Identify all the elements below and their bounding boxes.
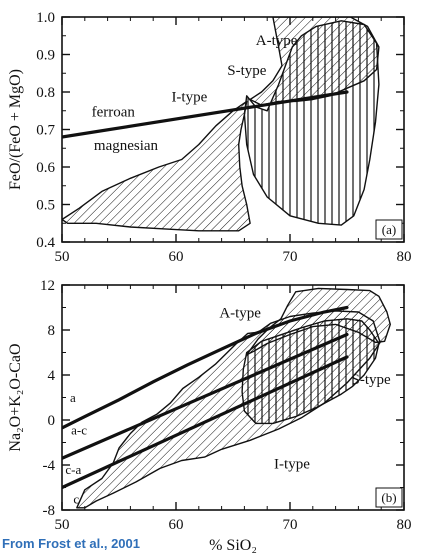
y-tick-label-a-0: 0.4 bbox=[36, 235, 55, 251]
annotation-s-type-b: S-type bbox=[352, 372, 392, 388]
y-tick-label-b-5: 12 bbox=[40, 278, 55, 294]
y-tick-label-b-3: 4 bbox=[48, 368, 56, 384]
y-tick-label-b-4: 8 bbox=[48, 323, 56, 339]
x-tick-label-b-0: 50 bbox=[55, 517, 70, 533]
panel-label-a: (a) bbox=[376, 220, 402, 239]
x-tick-label-b-2: 70 bbox=[283, 517, 298, 533]
panel-label-text-b: (b) bbox=[381, 490, 396, 505]
x-tick-label-a-1: 60 bbox=[169, 249, 184, 265]
annotation-a-c-b: a-c bbox=[71, 423, 87, 438]
annotation-a-type-a: A-type bbox=[256, 33, 298, 49]
y-tick-label-a-5: 0.9 bbox=[36, 48, 55, 64]
annotation-ferroan-a: ferroan bbox=[92, 104, 136, 120]
panel-label-b: (b) bbox=[376, 488, 402, 507]
panel-label-text-a: (a) bbox=[382, 222, 396, 237]
y-tick-label-a-2: 0.6 bbox=[36, 160, 55, 176]
x-axis-title-b: % SiO₂ bbox=[209, 537, 257, 554]
y-axis-title-b: Na₂O+K₂O-CaO bbox=[7, 343, 24, 451]
annotation-a-b: a bbox=[70, 390, 76, 405]
annotation-c-a-b: c-a bbox=[65, 462, 81, 477]
annotation-i-type-a: I-type bbox=[171, 89, 207, 105]
panel-a: 50 60 70 80 0.4 0.5 0.6 0.7 0.8 0.9 1.0 A-type S-typ… bbox=[7, 10, 412, 265]
y-tick-label-a-4: 0.8 bbox=[36, 85, 55, 101]
y-axis-title-a: FeO/(FeO + MgO) bbox=[7, 69, 24, 190]
y-tick-label-b-2: 0 bbox=[48, 413, 56, 429]
annotation-s-type-a: S-type bbox=[227, 63, 267, 79]
x-tick-label-a-3: 80 bbox=[397, 249, 412, 265]
annotation-i-type-b: I-type bbox=[274, 456, 310, 472]
y-tick-label-a-1: 0.5 bbox=[36, 198, 55, 214]
credit-text: From Frost et al., 2001 bbox=[2, 536, 140, 551]
x-tick-label-a-0: 50 bbox=[55, 249, 70, 265]
annotation-a-type-b: A-type bbox=[219, 306, 261, 322]
y-tick-label-a-6: 1.0 bbox=[36, 10, 55, 26]
x-tick-label-a-2: 70 bbox=[283, 249, 298, 265]
x-tick-label-b-3: 80 bbox=[397, 517, 412, 533]
panel-b: 50 60 70 80 -8 -4 0 4 8 12 A-type S-type I-type a a-c c… bbox=[7, 278, 412, 554]
y-tick-label-a-3: 0.7 bbox=[36, 123, 55, 139]
y-tick-label-b-0: -8 bbox=[43, 503, 56, 519]
annotation-c-b: c bbox=[73, 491, 79, 506]
annotation-magnesian-a: magnesian bbox=[94, 138, 159, 154]
y-tick-label-b-1: -4 bbox=[43, 458, 56, 474]
x-tick-label-b-1: 60 bbox=[169, 517, 184, 533]
plot-area-a bbox=[62, 17, 379, 231]
